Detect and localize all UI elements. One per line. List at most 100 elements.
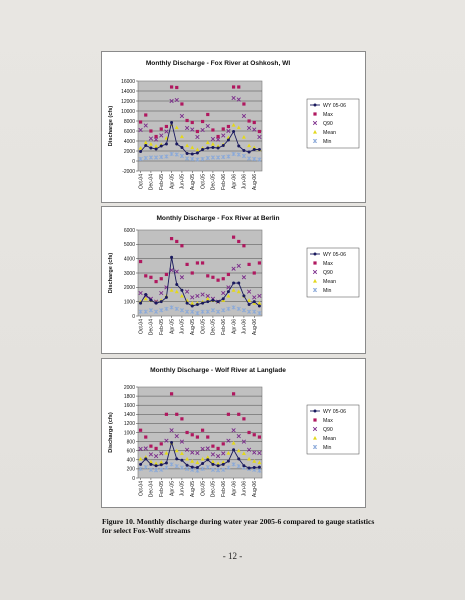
max-point <box>180 244 184 248</box>
q90-point <box>246 289 252 294</box>
wy-point <box>159 463 163 467</box>
chart-oshkosh-svg: Monthly Discharge - Fox River at Oshkosh… <box>108 60 360 190</box>
mean-point <box>185 143 190 148</box>
min-point <box>221 308 226 313</box>
legend-label: Max <box>323 418 333 424</box>
max-point <box>247 430 251 435</box>
q90-point <box>179 439 185 444</box>
max-point <box>252 433 256 437</box>
max-point <box>195 261 200 265</box>
mean-point <box>143 296 148 301</box>
wy-point <box>226 459 230 463</box>
min-point <box>174 152 179 157</box>
wy-point <box>175 142 179 146</box>
y-tick-label: 1600 <box>124 403 135 409</box>
min-point <box>185 156 190 161</box>
q90-point <box>210 452 216 457</box>
min-point <box>148 155 153 160</box>
min-point <box>174 306 179 311</box>
q90-point <box>184 289 190 294</box>
wy-point <box>180 288 184 292</box>
max-point <box>144 113 148 117</box>
x-tick-label: Oct-05 <box>200 174 206 189</box>
legend-label: Max <box>323 112 333 118</box>
min-point <box>200 309 205 314</box>
max-point <box>190 433 194 437</box>
mean-point <box>236 448 241 453</box>
mean-point <box>200 456 205 461</box>
mean-point <box>252 459 257 463</box>
mean-point <box>169 288 174 292</box>
min-point <box>210 308 215 313</box>
q90-point <box>215 454 221 459</box>
mean-point <box>174 125 179 130</box>
wy-point <box>221 144 225 147</box>
min-point <box>159 467 164 472</box>
mean-point <box>247 298 252 302</box>
legend-label: Q90 <box>323 121 333 127</box>
max-point <box>190 120 194 125</box>
chart-oshkosh: Monthly Discharge - Fox River at Oshkosh… <box>101 51 366 203</box>
wy-point <box>216 300 220 304</box>
max-point <box>237 85 241 89</box>
x-tick-label: Feb-06 <box>221 174 227 190</box>
mean-point <box>205 296 210 301</box>
x-tick-label: Jun-06 <box>242 319 248 335</box>
y-tick-label: 400 <box>127 458 136 464</box>
min-point <box>205 464 210 470</box>
mean-point <box>241 135 246 139</box>
max-point <box>231 235 236 239</box>
min-point <box>164 306 169 311</box>
wy-point <box>180 458 184 462</box>
q90-point <box>169 98 174 104</box>
x-tick-label: Jun-06 <box>242 174 248 190</box>
y-tick-label: 16000 <box>121 79 135 85</box>
max-point <box>185 262 189 266</box>
max-point <box>169 237 174 241</box>
mean-point <box>216 144 221 148</box>
max-point <box>200 261 205 265</box>
legend-swatch <box>313 418 317 422</box>
q90-point <box>195 134 200 140</box>
max-point <box>237 239 241 244</box>
wy-point <box>170 255 174 259</box>
min-point <box>205 155 210 161</box>
mean-point <box>252 145 257 150</box>
wy-point <box>252 148 256 151</box>
wy-point <box>159 300 163 304</box>
legend-swatch <box>313 261 317 265</box>
wy-point <box>242 149 246 152</box>
mean-point <box>179 451 184 456</box>
mean-point <box>159 460 164 464</box>
max-point <box>190 271 194 275</box>
x-tick-label: Feb-05 <box>159 319 165 335</box>
min-point <box>252 156 257 162</box>
mean-point <box>154 461 159 466</box>
q90-point <box>221 451 226 456</box>
y-tick-label: 6000 <box>124 129 135 135</box>
q90-point <box>241 275 247 280</box>
y-tick-label: 0 <box>132 314 135 320</box>
max-point <box>206 435 210 439</box>
max-point <box>138 428 143 432</box>
wy-point <box>201 301 205 305</box>
q90-point <box>210 136 216 142</box>
wy-point <box>211 462 215 466</box>
y-tick-label: -2000 <box>122 169 135 175</box>
mean-point <box>210 142 215 146</box>
wy-point <box>190 152 194 156</box>
legend-label: Q90 <box>323 427 333 433</box>
x-tick-label: Jun-05 <box>180 481 186 497</box>
max-point <box>221 442 225 446</box>
legend-swatch <box>312 269 318 275</box>
mean-point <box>143 140 148 145</box>
q90-point <box>195 450 200 456</box>
mean-point <box>231 288 236 292</box>
q90-point <box>184 447 190 452</box>
legend-swatch <box>313 279 317 283</box>
mean-point <box>154 144 159 148</box>
q90-point <box>138 446 143 451</box>
min-point <box>236 152 241 157</box>
q90-point <box>190 450 195 455</box>
legend-swatch <box>313 103 317 107</box>
